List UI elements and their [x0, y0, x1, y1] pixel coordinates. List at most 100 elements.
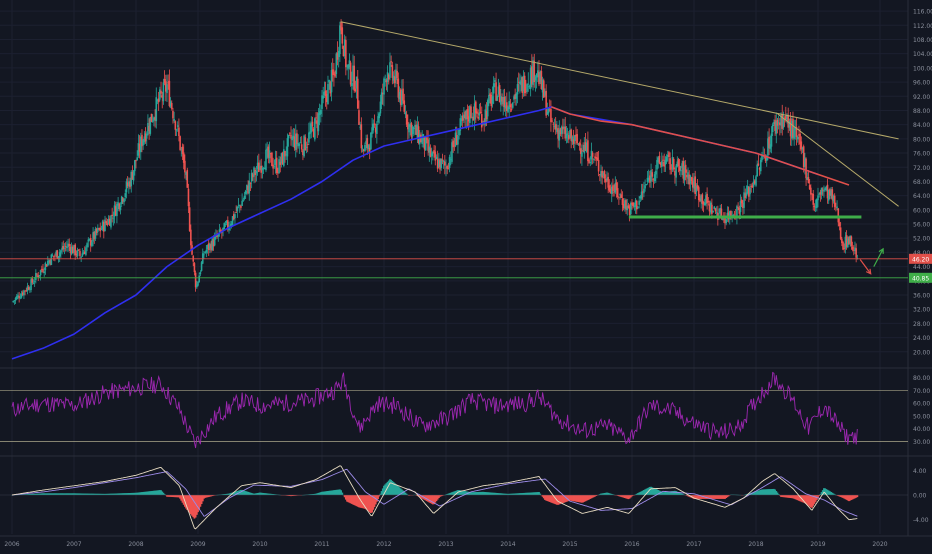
x-tick-label: 2020	[872, 541, 887, 548]
price-tick-label: 108.00	[913, 37, 932, 44]
candle-body	[666, 157, 668, 162]
candle-body	[581, 152, 583, 156]
candle-body	[675, 166, 677, 178]
candle-body	[797, 137, 799, 139]
candle-body	[198, 276, 200, 283]
candle-body	[312, 122, 314, 127]
candle-body	[840, 227, 842, 238]
candle-body	[64, 248, 66, 249]
candle-body	[510, 104, 512, 107]
candle-body	[712, 211, 714, 213]
candle-body	[77, 250, 79, 256]
candle-body	[821, 188, 823, 195]
candle-body	[643, 189, 645, 194]
candle-body	[265, 150, 267, 170]
candle-body	[136, 157, 138, 160]
candle-body	[592, 153, 594, 157]
price-tick-label: 116.00	[913, 9, 932, 16]
candle-body	[576, 134, 578, 143]
candle-body	[300, 142, 302, 143]
candle-body	[760, 160, 762, 171]
candle-body	[31, 278, 33, 282]
candle-body	[620, 194, 622, 198]
candle-body	[176, 130, 178, 131]
candle-body	[79, 251, 81, 256]
candle-body	[256, 171, 258, 173]
candle-body	[40, 270, 42, 275]
x-tick-label: 2008	[128, 541, 143, 548]
candle-body	[166, 84, 168, 93]
candle-body	[496, 96, 498, 101]
x-tick-label: 2006	[4, 541, 19, 548]
candle-body	[175, 121, 177, 129]
candle-body	[755, 176, 757, 185]
candle-body	[171, 103, 173, 109]
candle-body	[341, 27, 343, 43]
candle-body	[476, 111, 478, 113]
candle-body	[189, 207, 191, 231]
candle-body	[318, 113, 320, 131]
candle-body	[604, 171, 606, 179]
candle-body	[457, 136, 459, 145]
candle-body	[134, 160, 136, 171]
candle-body	[698, 187, 700, 200]
candle-body	[225, 224, 227, 225]
candle-body	[402, 89, 404, 101]
candle-body	[637, 207, 639, 208]
candle-body	[817, 195, 819, 200]
candle-body	[206, 250, 208, 253]
candle-body	[245, 191, 247, 194]
rsi-tick-label: 70.00	[913, 388, 930, 395]
candle-body	[772, 125, 774, 133]
candle-body	[80, 257, 82, 258]
candle-body	[679, 166, 681, 171]
candle-body	[715, 208, 717, 211]
candle-body	[234, 214, 236, 218]
candle-body	[133, 170, 135, 180]
candle-body	[644, 185, 646, 188]
candle-body	[823, 190, 825, 191]
candle-body	[612, 185, 614, 191]
x-tick-label: 2007	[66, 541, 81, 548]
x-tick-label: 2015	[562, 541, 577, 548]
candle-body	[470, 107, 472, 118]
candle-body	[598, 160, 600, 172]
candle-body	[512, 103, 514, 108]
candle-body	[741, 200, 743, 204]
candle-body	[383, 78, 385, 94]
rsi-tick-label: 60.00	[913, 401, 930, 408]
candle-body	[384, 79, 386, 80]
candle-body	[479, 113, 481, 116]
candle-body	[12, 301, 14, 302]
candle-body	[315, 117, 317, 118]
candle-body	[587, 140, 589, 161]
candle-body	[110, 215, 112, 227]
candle-body	[357, 79, 359, 109]
candle-body	[579, 143, 581, 145]
candle-body	[488, 95, 490, 103]
candle-body	[836, 207, 838, 208]
candle-body	[641, 192, 643, 199]
macd-tick-label: 0.00	[913, 493, 927, 500]
candle-body	[567, 134, 569, 135]
candle-body	[241, 201, 243, 206]
candle-body	[756, 165, 758, 177]
candle-body	[248, 181, 250, 194]
x-tick-label: 2010	[252, 541, 267, 548]
price-tick-label: 36.00	[913, 293, 930, 300]
candle-body	[355, 89, 357, 92]
rsi-tick-label: 40.00	[913, 426, 930, 433]
candle-body	[403, 100, 405, 111]
candle-body	[124, 193, 126, 197]
candle-body	[178, 128, 180, 137]
candle-body	[351, 83, 353, 86]
price-tick-label: 60.00	[913, 207, 930, 214]
candle-body	[449, 157, 451, 168]
candle-body	[288, 135, 290, 138]
candle-body	[350, 63, 352, 85]
candle-body	[678, 159, 680, 166]
candle-body	[855, 248, 857, 257]
candle-body	[378, 113, 380, 118]
